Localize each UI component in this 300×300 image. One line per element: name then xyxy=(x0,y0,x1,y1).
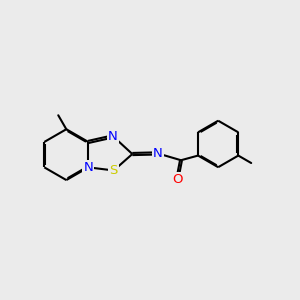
Text: N: N xyxy=(153,147,163,160)
Text: N: N xyxy=(83,161,93,174)
Text: N: N xyxy=(108,130,118,143)
Text: S: S xyxy=(110,164,118,177)
Text: O: O xyxy=(172,173,182,186)
